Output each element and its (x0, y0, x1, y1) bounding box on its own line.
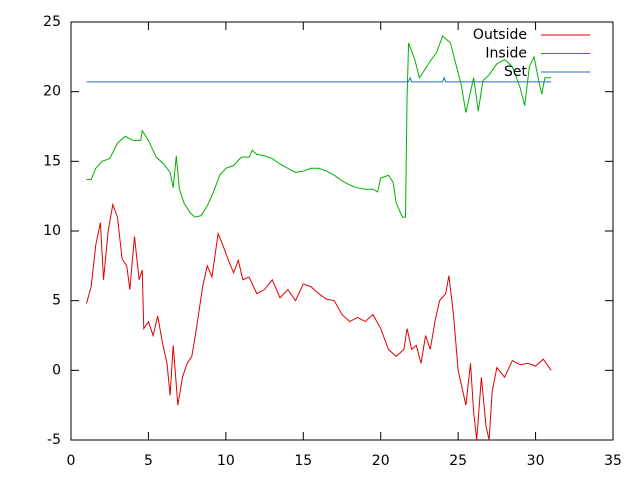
x-tick-label: 25 (449, 453, 467, 469)
y-tick-label: 5 (52, 293, 61, 309)
legend-label: Inside (485, 46, 527, 62)
x-tick-label: 0 (67, 453, 76, 469)
series-line (86, 76, 552, 83)
legend-label: Set (504, 64, 528, 80)
x-tick-label: 5 (144, 453, 153, 469)
x-tick-label: 15 (294, 453, 312, 469)
y-tick-label: 10 (43, 223, 61, 239)
y-tick-label: 15 (43, 153, 61, 169)
y-tick-label: 25 (43, 14, 61, 30)
x-tick-label: 10 (217, 453, 235, 469)
series-line (86, 35, 552, 218)
y-tick-label: 20 (43, 84, 61, 100)
series-line (86, 202, 552, 441)
y-tick-label: -5 (47, 432, 61, 448)
x-tick-label: 20 (372, 453, 390, 469)
legend-label: Outside (473, 27, 527, 43)
x-tick-label: 30 (527, 453, 545, 469)
x-tick-label: 35 (604, 453, 622, 469)
y-tick-label: 0 (52, 362, 61, 378)
plot-border (70, 21, 614, 441)
